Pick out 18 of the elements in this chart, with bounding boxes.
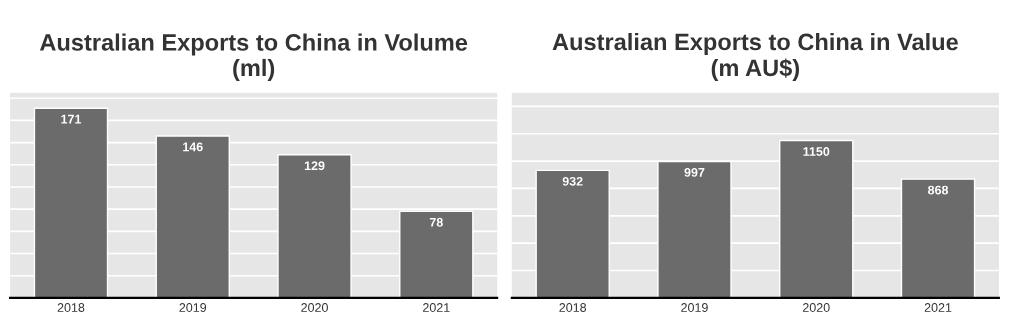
x-tick-label: 2019	[681, 303, 708, 312]
data-label: 78	[429, 217, 443, 227]
x-tick-label: 2020	[301, 303, 328, 312]
data-label: 129	[304, 161, 325, 171]
x-tick-label: 2021	[924, 303, 952, 312]
chart-title: Australian Exports to China in Volume (ml)	[39, 33, 468, 81]
data-label: 146	[183, 142, 203, 152]
x-tick-label: 2020	[802, 303, 830, 312]
x-tick-label: 2021	[423, 303, 450, 312]
data-label: 868	[927, 185, 949, 195]
data-label: 932	[562, 176, 583, 186]
chart-title: Australian Exports to China in Value (m AU$)	[552, 32, 958, 81]
x-tick-label: 2018	[57, 303, 85, 312]
x-tick-label: 2019	[179, 303, 207, 312]
data-label: 171	[61, 114, 82, 124]
data-label: 997	[684, 167, 705, 177]
data-label: 1150	[803, 147, 830, 156]
x-tick-label: 2018	[559, 303, 587, 312]
